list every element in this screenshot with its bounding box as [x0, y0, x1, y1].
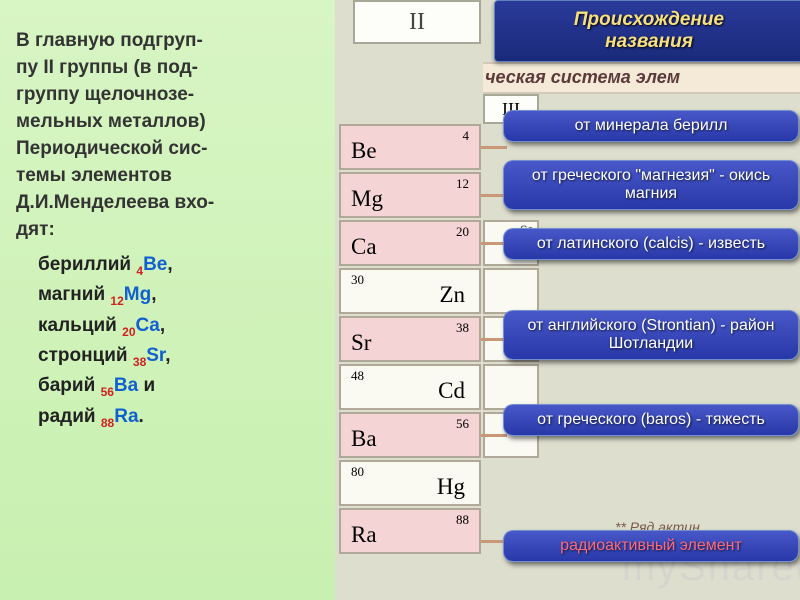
subtitle-strip: ческая система элем [483, 62, 800, 94]
header-line2: названия [495, 31, 800, 53]
element-symbol: Ba [351, 426, 377, 452]
intro-text: В главную подгруп-пу II группы (в под-гр… [16, 28, 319, 244]
element-entry: радий 88Ra. [38, 402, 319, 432]
origin-callout-0: от минерала берилл [503, 110, 799, 142]
connector-line [481, 146, 507, 149]
origin-callout-4: от греческого (baros) - тяжесть [503, 404, 799, 436]
diagram-panel: II Происхождение названия ческая система… [335, 0, 800, 600]
element-cell-ca: Ca 20 [339, 220, 481, 266]
origin-callout-5: радиоактивный элемент [503, 530, 799, 562]
element-symbol: Zn [439, 282, 465, 308]
element-entry: кальций 20Ca, [38, 311, 319, 341]
element-symbol: Ca [351, 234, 377, 260]
element-entry: бериллий 4Be, [38, 250, 319, 280]
element-list: бериллий 4Be,магний 12Mg,кальций 20Ca,ст… [16, 250, 319, 432]
element-cell-mg: Mg 12 [339, 172, 481, 218]
element-cell-zn: Zn 30 [339, 268, 481, 314]
header-line1: Происхождение [495, 9, 800, 31]
element-symbol: Sr [351, 330, 371, 356]
origin-callout-2: от латинского (calcis) - известь [503, 228, 799, 260]
element-symbol: Cd [438, 378, 465, 404]
element-number: 80 [351, 464, 364, 480]
extra-cell [483, 268, 539, 314]
origin-callout-1: от греческого "магнезия" - окись магния [503, 160, 799, 210]
element-number: 38 [456, 320, 469, 336]
element-cell-be: Be 4 [339, 124, 481, 170]
column-ii-header: II [353, 0, 481, 44]
connector-line [481, 434, 507, 437]
element-cell-cd: Cd 48 [339, 364, 481, 410]
element-number: 30 [351, 272, 364, 288]
element-symbol: Mg [351, 186, 383, 212]
element-symbol: Ra [351, 522, 377, 548]
element-number: 56 [456, 416, 469, 432]
element-number: 48 [351, 368, 364, 384]
origin-header: Происхождение названия [494, 0, 800, 62]
origin-callout-3: от английского (Strontian) - район Шотла… [503, 310, 799, 360]
element-entry: стронций 38Sr, [38, 341, 319, 371]
element-cell-ra: Ra 88 [339, 508, 481, 554]
element-number: 88 [456, 512, 469, 528]
element-number: 20 [456, 224, 469, 240]
element-symbol: Be [351, 138, 377, 164]
element-cell-hg: Hg 80 [339, 460, 481, 506]
info-panel: В главную подгруп-пу II группы (в под-гр… [0, 0, 335, 600]
element-cell-sr: Sr 38 [339, 316, 481, 362]
element-cell-ba: Ba 56 [339, 412, 481, 458]
element-entry: магний 12Mg, [38, 280, 319, 310]
element-symbol: Hg [437, 474, 465, 500]
element-number: 4 [463, 128, 470, 144]
element-number: 12 [456, 176, 469, 192]
element-entry: барий 56Ba и [38, 371, 319, 401]
